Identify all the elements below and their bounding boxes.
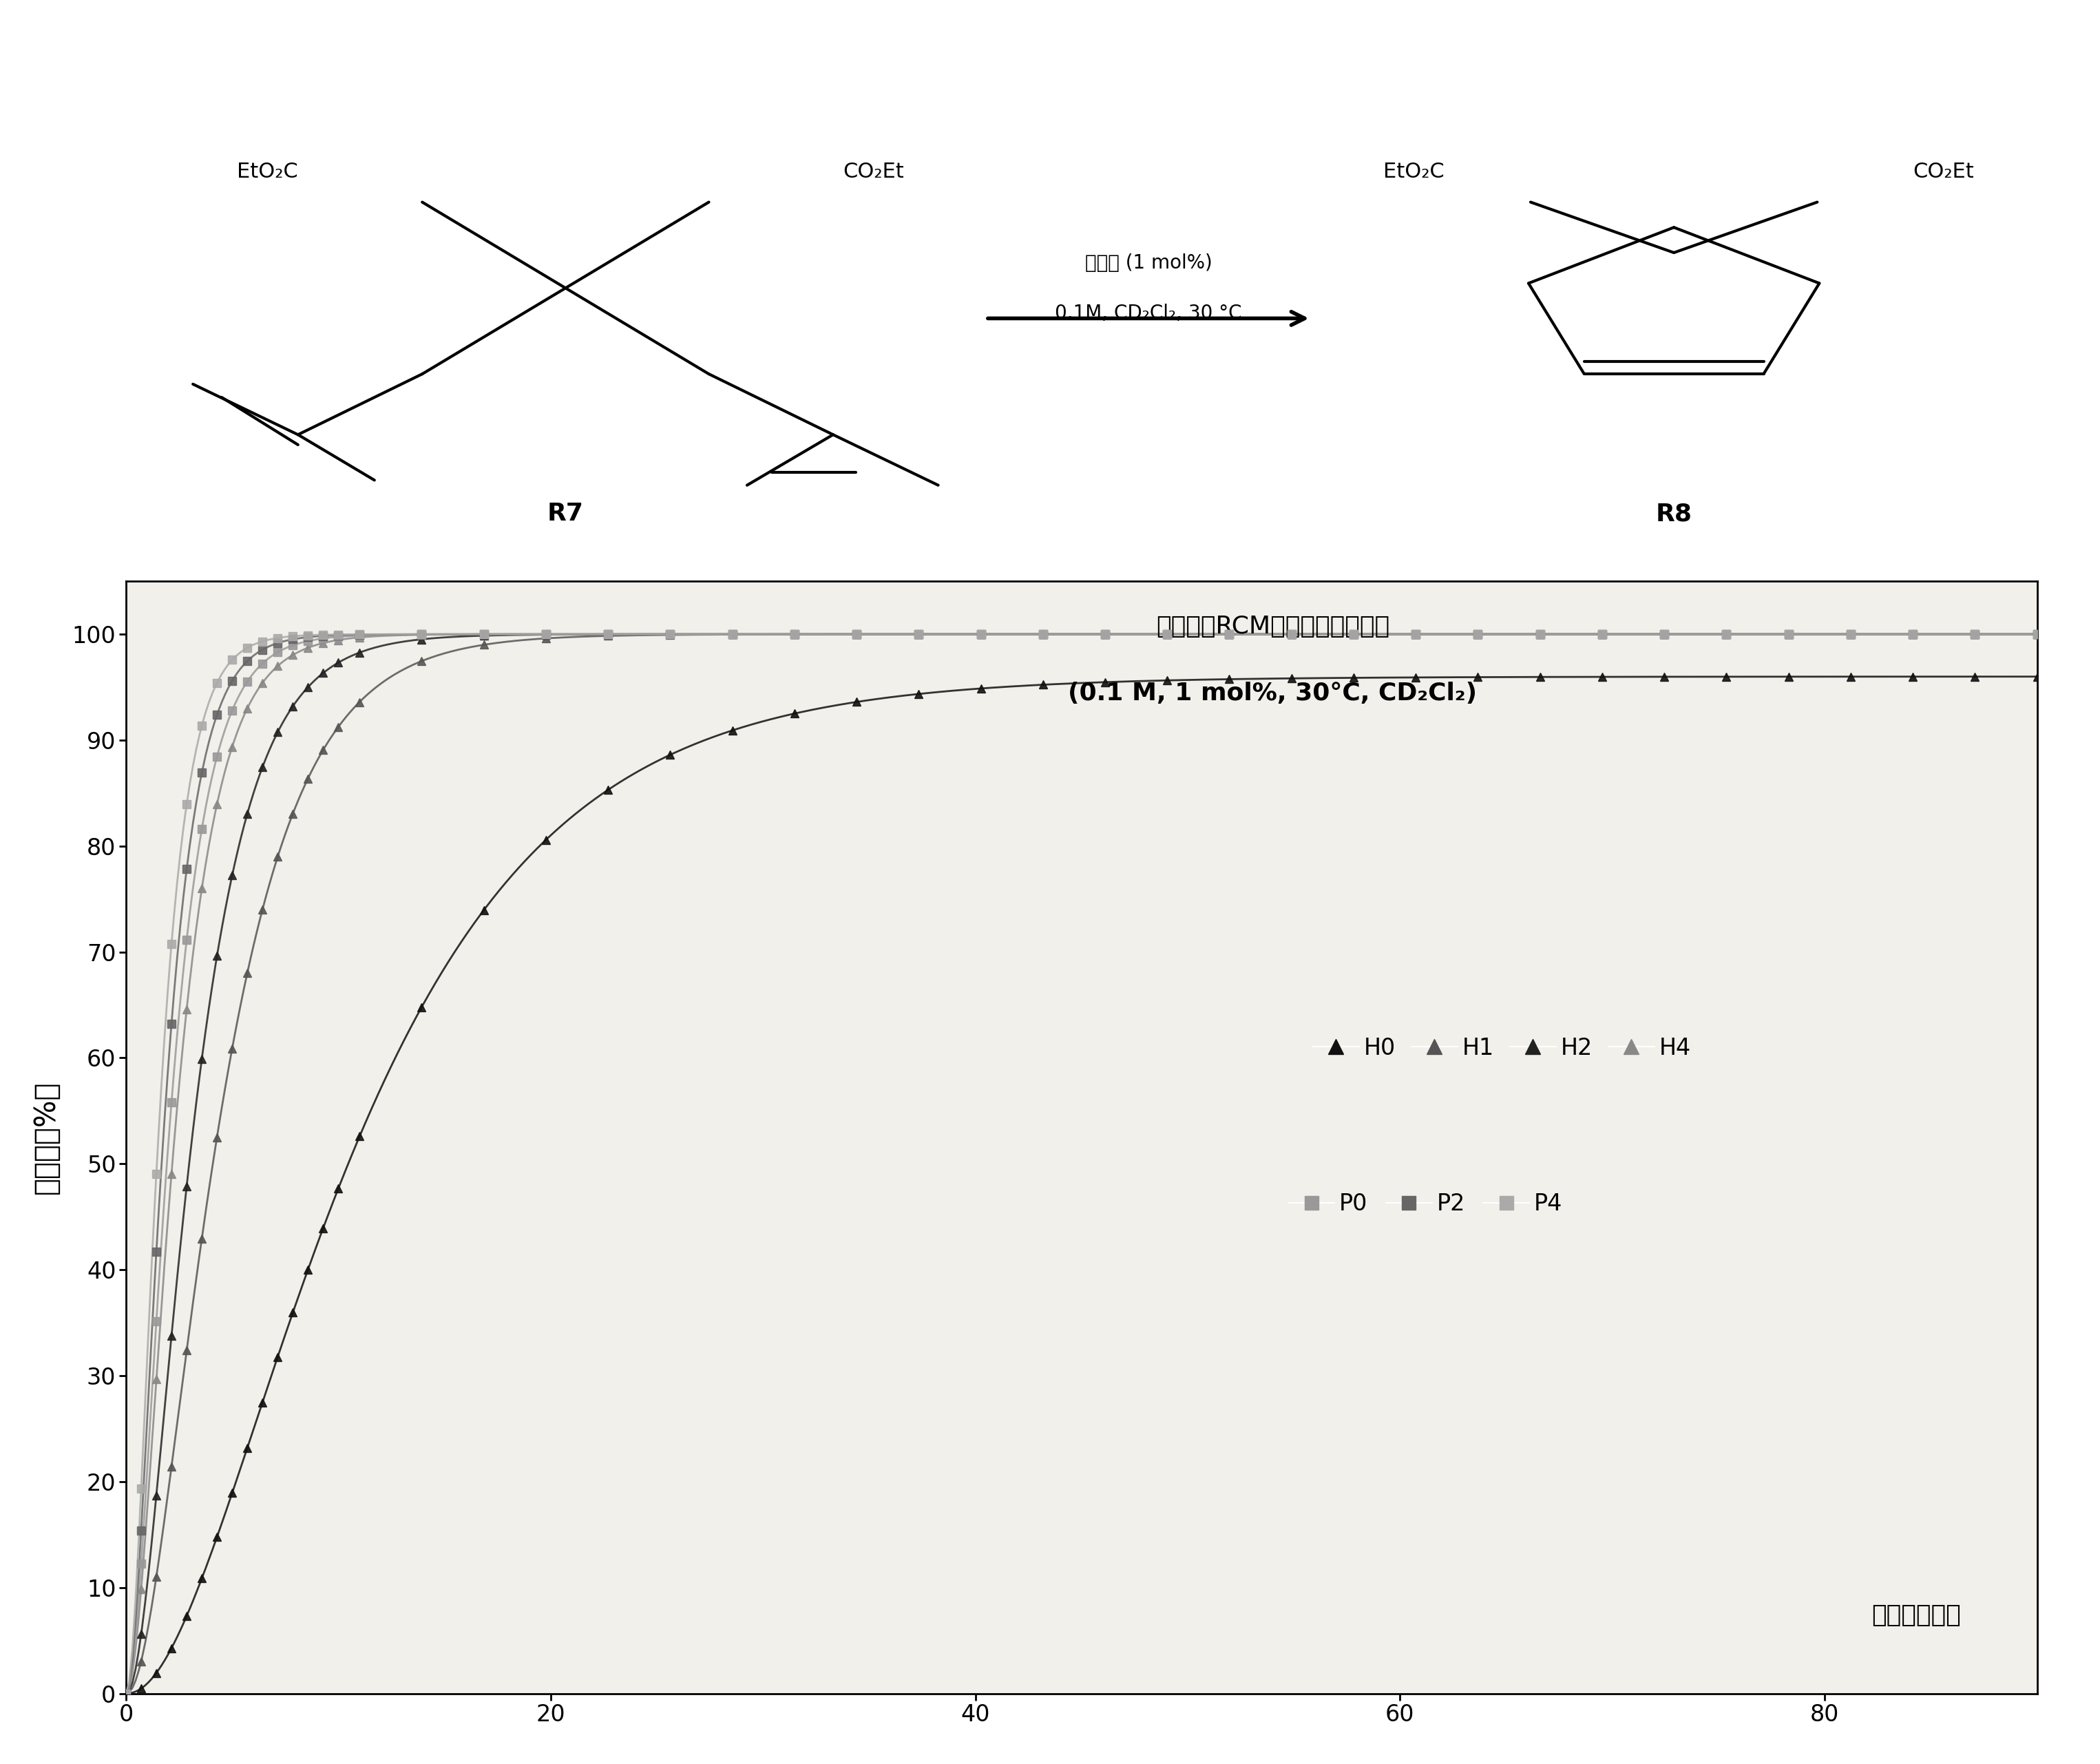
Y-axis label: 转化率（%）: 转化率（%） <box>32 1081 61 1194</box>
Text: R7: R7 <box>548 503 584 526</box>
Text: (0.1 M, 1 mol%, 30°C, CD₂Cl₂): (0.1 M, 1 mol%, 30°C, CD₂Cl₂) <box>1069 681 1476 706</box>
Text: 时间（分钟）: 时间（分钟） <box>1871 1603 1961 1628</box>
Text: EtO₂C: EtO₂C <box>1384 162 1445 182</box>
Text: EtO₂C: EtO₂C <box>237 162 298 182</box>
Text: 催化剂 (1 mol%): 催化剂 (1 mol%) <box>1086 252 1212 272</box>
Text: R8: R8 <box>1655 503 1693 526</box>
Text: CO₂Et: CO₂Et <box>842 162 903 182</box>
Text: CO₂Et: CO₂Et <box>1913 162 1974 182</box>
Legend: P0, P2, P4: P0, P2, P4 <box>1279 1184 1571 1224</box>
Text: 0.1M, CD₂Cl₂, 30 °C: 0.1M, CD₂Cl₂, 30 °C <box>1054 303 1241 323</box>
Text: 莱基系列RCM以形成二取代烯烃: 莱基系列RCM以形成二取代烯烃 <box>1155 614 1390 639</box>
